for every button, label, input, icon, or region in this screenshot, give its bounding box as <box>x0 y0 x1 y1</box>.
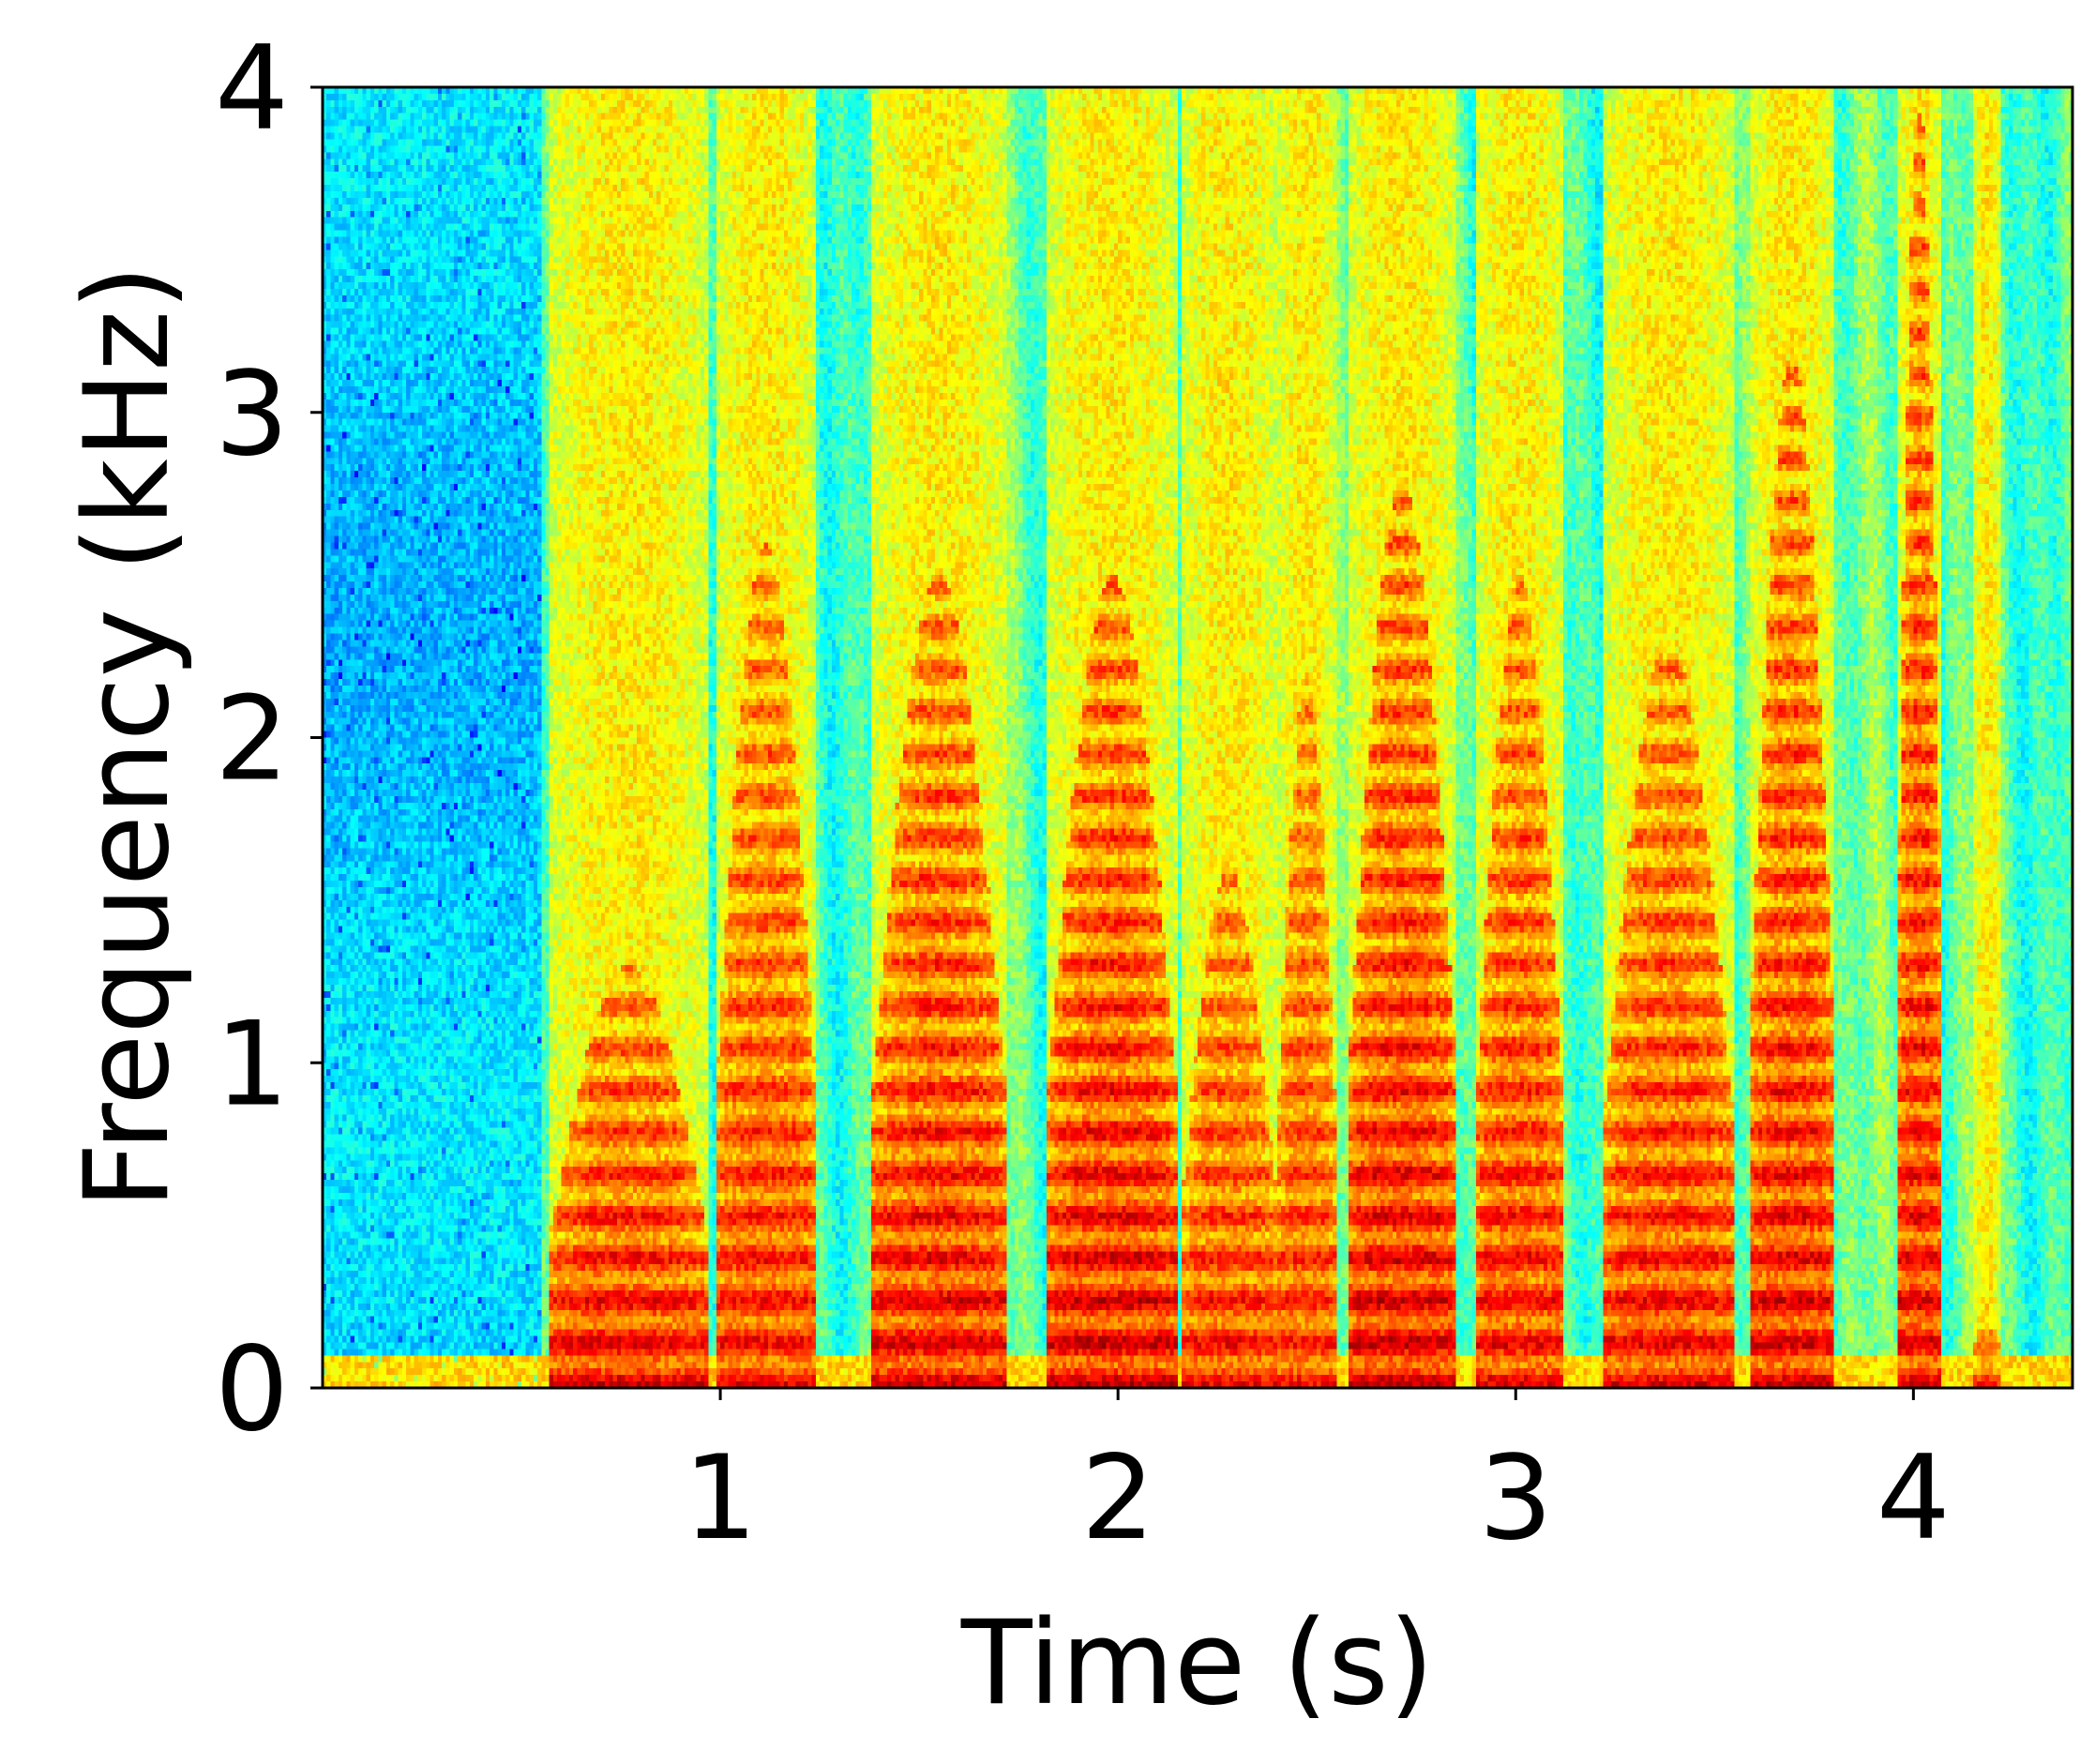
x-tick-label: 3 <box>1479 1431 1553 1566</box>
x-axis-ticks: 1 2 3 4 <box>684 1388 1951 1566</box>
y-tick-label: 1 <box>215 997 289 1132</box>
plot-frame <box>321 85 2074 1390</box>
y-tick-label: 2 <box>215 672 289 807</box>
spectrogram-heatmap <box>323 87 2072 1388</box>
y-tick-label: 4 <box>215 22 289 157</box>
y-axis-ticks: 0 1 2 3 4 <box>215 22 323 1457</box>
y-tick-label: 0 <box>215 1322 289 1457</box>
x-tick-label: 1 <box>684 1431 758 1566</box>
y-axis-label: Frequency (kHz) <box>60 265 195 1210</box>
x-axis-label: Time (s) <box>960 1596 1434 1731</box>
x-tick-label: 2 <box>1081 1431 1155 1566</box>
x-tick-label: 4 <box>1876 1431 1951 1566</box>
y-tick-label: 3 <box>215 347 289 482</box>
